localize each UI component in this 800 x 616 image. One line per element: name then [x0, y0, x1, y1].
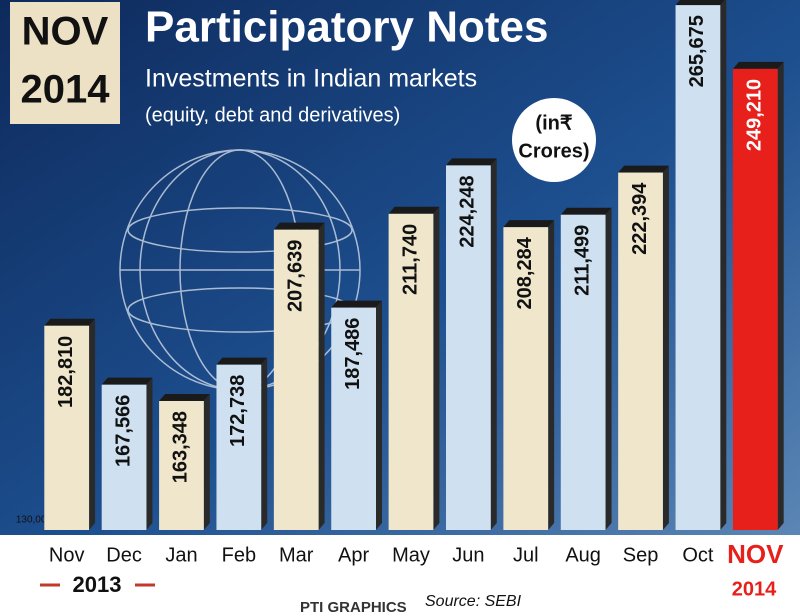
footer-background [0, 535, 800, 616]
bar [618, 172, 663, 530]
value-label: 187,486 [342, 318, 364, 390]
value-label: 265,675 [686, 15, 708, 87]
x-tick-label: Dec [106, 544, 142, 566]
year-label: 2013 [73, 572, 122, 597]
year-label: 2014 [732, 578, 777, 600]
x-tick-label: Jul [513, 544, 539, 566]
bar [446, 165, 491, 531]
x-tick-label: Jun [452, 544, 484, 566]
bar-cap [388, 206, 440, 214]
bar-side [490, 158, 497, 531]
bar [388, 213, 434, 531]
x-tick-label: Apr [338, 544, 369, 566]
bar-cap [732, 61, 784, 69]
credit: PTI GRAPHICS [300, 599, 407, 616]
x-tick-label: Oct [682, 544, 714, 566]
bar [331, 307, 376, 530]
bar-side [146, 377, 153, 530]
bar [159, 400, 204, 530]
unit-label: Crores) [518, 140, 589, 162]
x-tick-label: Mar [279, 544, 314, 566]
bar-side [261, 357, 268, 530]
unit-label: (in₹ [535, 112, 572, 134]
badge-box [10, 2, 120, 124]
y-tick-label: 130,000 [16, 515, 53, 526]
unit-bubble [512, 98, 596, 182]
bar-cap [560, 207, 612, 215]
value-label: 207,639 [285, 240, 307, 312]
x-tick-label: Aug [565, 544, 601, 566]
chart-title: Participatory Notes [145, 3, 548, 52]
bar [675, 5, 721, 530]
bar-side [548, 220, 555, 531]
bar-side [203, 393, 210, 530]
bar-cap [446, 158, 497, 166]
bar-side [720, 0, 727, 530]
bar [273, 229, 319, 530]
value-label: 163,348 [170, 411, 192, 483]
bar [732, 68, 778, 530]
value-label: 224,248 [457, 175, 479, 247]
bar [44, 325, 90, 530]
bar [560, 214, 606, 530]
bar-cap [618, 165, 669, 173]
bar-side [777, 61, 784, 530]
value-label: 182,810 [55, 336, 77, 408]
value-label: 249,210 [744, 79, 766, 151]
bar-cap [216, 357, 268, 365]
value-label: 211,740 [399, 224, 421, 295]
x-tick-label: Sep [623, 544, 659, 566]
x-tick-label: Nov [49, 544, 85, 566]
chart-subtitle: Investments in Indian markets [145, 65, 477, 93]
x-tick-label: Feb [222, 544, 256, 566]
x-tick-label: NOV [727, 539, 784, 569]
badge-line: NOV [22, 10, 109, 54]
bar [503, 227, 549, 531]
value-label: 172,738 [227, 375, 249, 447]
badge-line: 2014 [21, 68, 111, 112]
bar-side [433, 206, 440, 531]
chart-note: (equity, debt and derivatives) [145, 104, 400, 126]
bar-side [375, 300, 382, 530]
bar-side [605, 207, 612, 530]
bar-cap [675, 0, 725, 6]
bar-cap [44, 318, 96, 326]
value-label: 222,394 [629, 182, 651, 255]
value-label: 208,284 [514, 236, 536, 309]
bar [216, 364, 262, 530]
bar-cap [101, 377, 153, 385]
x-tick-label: May [392, 544, 430, 566]
bar-cap [503, 220, 555, 228]
x-tick-label: Jan [165, 544, 197, 566]
value-label: 211,499 [571, 225, 593, 296]
bar-side [318, 222, 325, 530]
bar-cap [273, 222, 325, 230]
bar-side [662, 165, 669, 530]
source: Source: SEBI [425, 593, 522, 610]
bar-cap [159, 393, 210, 401]
bar [101, 384, 147, 530]
bar-cap [331, 300, 382, 308]
bar-side [89, 318, 96, 530]
value-label: 167,566 [112, 395, 134, 467]
